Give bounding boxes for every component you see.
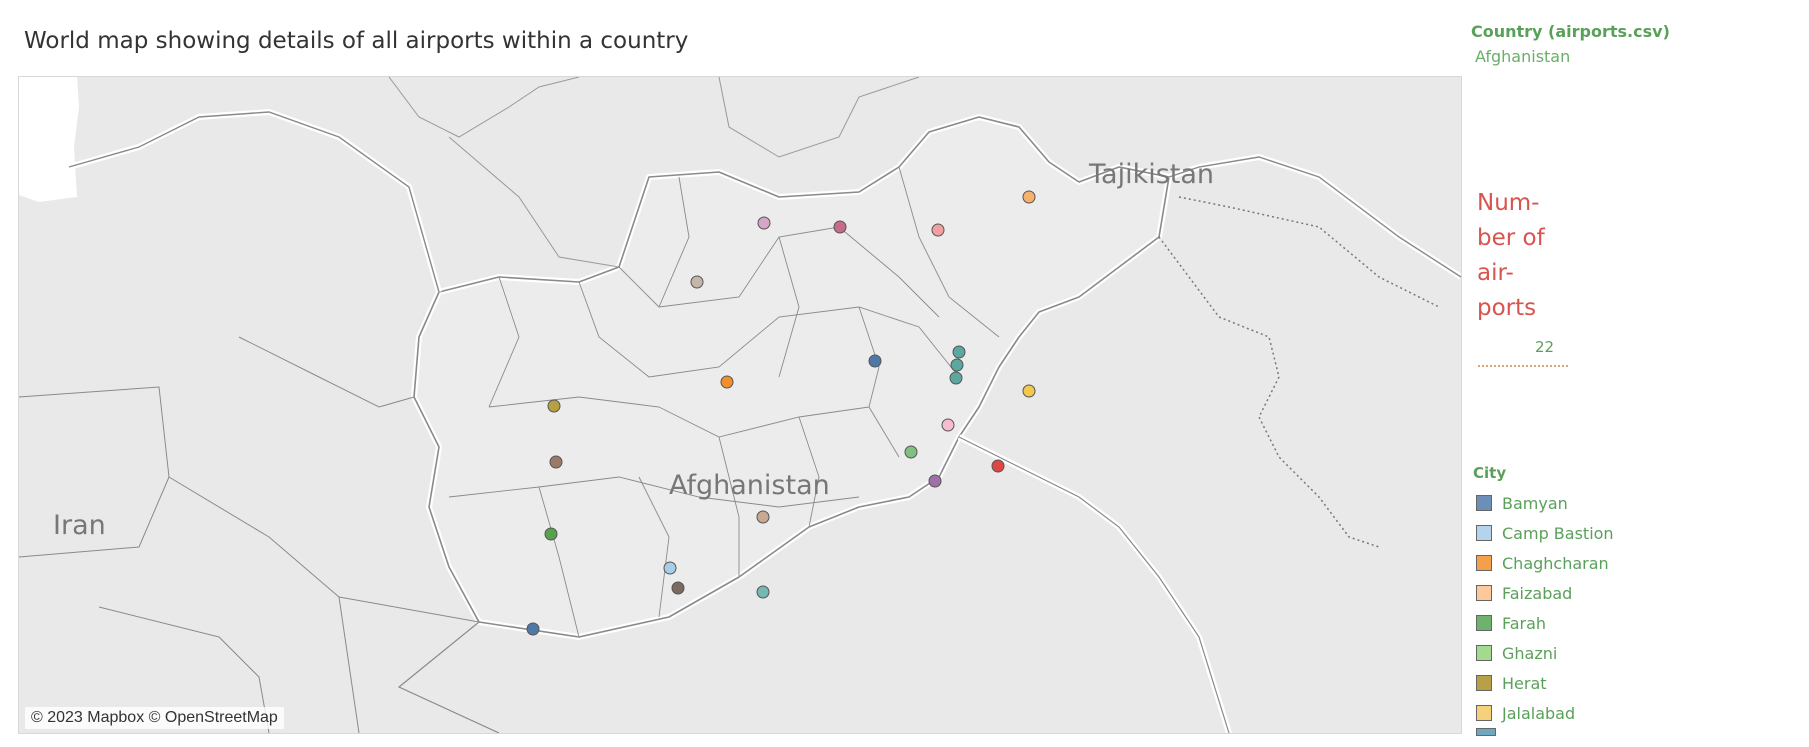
- map-view[interactable]: Tajikistan Afghanistan Iran © 2023 Mapbo…: [18, 76, 1462, 734]
- legend-swatch: [1476, 705, 1492, 721]
- airport-marker[interactable]: [671, 581, 685, 595]
- legend-swatch: [1476, 675, 1492, 691]
- size-legend-dots: [1478, 365, 1568, 367]
- airport-marker[interactable]: [928, 474, 942, 488]
- airport-marker[interactable]: [868, 354, 882, 368]
- legend-label: Herat: [1502, 673, 1547, 693]
- country-label-tajikistan: Tajikistan: [1089, 159, 1215, 190]
- legend-label: Farah: [1502, 613, 1547, 633]
- airport-marker[interactable]: [756, 585, 770, 599]
- airport-marker[interactable]: [1022, 384, 1036, 398]
- airport-marker[interactable]: [690, 275, 704, 289]
- color-legend: Bamyan Camp Bastion Chaghcharan Faizabad Far…: [1476, 488, 1614, 728]
- legend-label: Chaghcharan: [1502, 553, 1609, 573]
- size-legend-title-line: ports: [1477, 295, 1537, 321]
- legend-swatch-partial: [1476, 728, 1496, 736]
- side-panel: Country (airports.csv) Afghanistan Num- …: [1466, 0, 1809, 747]
- legend-label: Camp Bastion: [1502, 523, 1614, 543]
- airport-marker[interactable]: [833, 220, 847, 234]
- airport-marker[interactable]: [663, 561, 677, 575]
- legend-item[interactable]: Faizabad: [1476, 578, 1614, 608]
- airport-marker[interactable]: [931, 223, 945, 237]
- size-legend-title-line: air-: [1477, 260, 1514, 286]
- legend-swatch: [1476, 495, 1492, 511]
- filter-title: Country (airports.csv): [1471, 22, 1670, 41]
- legend-swatch: [1476, 555, 1492, 571]
- airport-marker[interactable]: [952, 345, 966, 359]
- airport-marker[interactable]: [549, 455, 563, 469]
- legend-item[interactable]: Farah: [1476, 608, 1614, 638]
- airport-marker[interactable]: [757, 216, 771, 230]
- legend-label: Jalalabad: [1502, 703, 1576, 723]
- legend-label: Faizabad: [1502, 583, 1573, 603]
- airport-marker[interactable]: [720, 375, 734, 389]
- legend-item[interactable]: Bamyan: [1476, 488, 1614, 518]
- legend-label: Bamyan: [1502, 493, 1568, 513]
- size-legend-title: Num- ber of air- ports: [1477, 186, 1567, 326]
- airport-marker[interactable]: [904, 445, 918, 459]
- airport-marker[interactable]: [950, 358, 964, 372]
- size-legend-value: 22: [1535, 338, 1555, 356]
- legend-item[interactable]: Camp Bastion: [1476, 518, 1614, 548]
- legend-swatch: [1476, 645, 1492, 661]
- map-basemap: [19, 77, 1461, 733]
- legend-item[interactable]: Jalalabad: [1476, 698, 1614, 728]
- country-label-iran: Iran: [53, 510, 106, 541]
- map-attribution[interactable]: © 2023 Mapbox © OpenStreetMap: [25, 707, 284, 729]
- airport-marker[interactable]: [949, 371, 963, 385]
- country-label-afghanistan: Afghanistan: [669, 470, 830, 501]
- airport-marker[interactable]: [544, 527, 558, 541]
- page-title: World map showing details of all airport…: [24, 28, 689, 54]
- airport-marker[interactable]: [756, 510, 770, 524]
- legend-item[interactable]: Herat: [1476, 668, 1614, 698]
- legend-item[interactable]: Chaghcharan: [1476, 548, 1614, 578]
- airport-marker[interactable]: [941, 418, 955, 432]
- legend-item[interactable]: Ghazni: [1476, 638, 1614, 668]
- filter-value[interactable]: Afghanistan: [1475, 47, 1571, 66]
- legend-swatch: [1476, 615, 1492, 631]
- color-legend-title: City: [1473, 464, 1507, 482]
- legend-swatch: [1476, 525, 1492, 541]
- airport-marker[interactable]: [1022, 190, 1036, 204]
- airport-marker[interactable]: [991, 459, 1005, 473]
- legend-swatch: [1476, 585, 1492, 601]
- size-legend-title-line: ber of: [1477, 225, 1545, 251]
- legend-label: Ghazni: [1502, 643, 1558, 663]
- size-legend-title-line: Num-: [1477, 190, 1540, 216]
- airport-marker[interactable]: [526, 622, 540, 636]
- airport-marker[interactable]: [547, 399, 561, 413]
